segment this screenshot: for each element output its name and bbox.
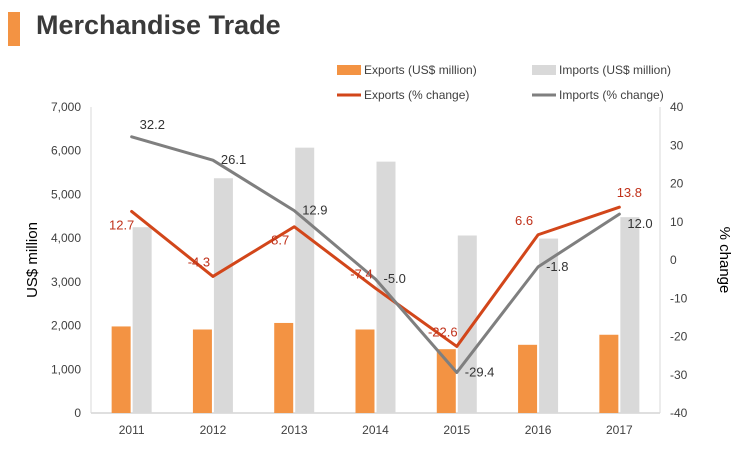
y-tick-label-left: 3,000 — [51, 275, 81, 289]
x-tick-label: 2014 — [362, 423, 389, 437]
chart-title: Merchandise Trade — [36, 10, 281, 40]
imports-bar — [620, 217, 640, 413]
exports-bar — [111, 326, 131, 413]
y-tick-label-left: 0 — [74, 406, 81, 420]
y-tick-label-left: 7,000 — [51, 100, 81, 114]
legend-label: Exports (% change) — [364, 88, 469, 102]
y-axis-title-left: US$ million — [24, 222, 41, 298]
exports-bar — [192, 329, 212, 413]
exports-bar — [274, 322, 294, 413]
title-accent-bar — [8, 12, 20, 46]
exports-change-label: -22.6 — [428, 324, 458, 339]
y-tick-label-left: 4,000 — [51, 231, 81, 245]
legend-label: Imports (US$ million) — [559, 63, 671, 77]
y-tick-label-right: 30 — [670, 138, 684, 152]
imports-bar — [376, 161, 396, 413]
y-tick-label-left: 6,000 — [51, 144, 81, 158]
y-tick-label-left: 1,000 — [51, 362, 81, 376]
legend-label: Exports (US$ million) — [364, 63, 477, 77]
y-tick-label-right: 40 — [670, 100, 684, 114]
x-tick-label: 2013 — [281, 423, 308, 437]
exports-change-label: 12.7 — [109, 217, 134, 232]
imports-bar — [132, 227, 152, 413]
x-tick-label: 2011 — [119, 423, 145, 437]
imports-bar — [213, 178, 233, 413]
imports-bar — [539, 238, 559, 413]
x-tick-label: 2012 — [200, 423, 227, 437]
imports-change-label: 12.9 — [302, 203, 327, 218]
exports-change-label: 13.8 — [617, 185, 642, 200]
x-tick-label: 2017 — [606, 423, 633, 437]
y-tick-label-right: 10 — [670, 215, 684, 229]
imports-change-label: 32.2 — [140, 117, 165, 132]
imports-change-label: -1.8 — [546, 259, 568, 274]
y-tick-label-right: -40 — [670, 406, 688, 420]
y-tick-label-right: 20 — [670, 177, 684, 191]
x-tick-label: 2016 — [525, 423, 552, 437]
exports-change-label: -4.3 — [188, 254, 210, 269]
y-tick-label-right: -20 — [670, 330, 688, 344]
y-tick-label-left: 2,000 — [51, 319, 81, 333]
imports-change-label: 12.0 — [627, 216, 652, 231]
exports-change-label: 8.7 — [271, 233, 289, 248]
bar-series — [111, 147, 640, 413]
imports-bar — [295, 147, 315, 413]
imports-change-line — [130, 135, 621, 374]
legend-swatch — [337, 65, 361, 75]
y-tick-label-right: -10 — [670, 291, 688, 305]
imports-change-label: -29.4 — [465, 364, 495, 379]
exports-change-label: -7.4 — [350, 266, 372, 281]
y-axis-title-right: % change — [716, 227, 733, 294]
imports-change-label: -5.0 — [384, 271, 406, 286]
data-labels: 12.7 -4.3 8.7 -7.4 -22.6 6.6 13.8 32.2 26.1 12.9 -… — [109, 117, 653, 380]
imports-bar — [457, 235, 477, 413]
chart-legend: Exports (US$ million) Imports (US$ millio… — [337, 63, 671, 102]
exports-change-label: 6.6 — [515, 213, 533, 228]
y-tick-label-right: -30 — [670, 368, 688, 382]
legend-swatch — [532, 65, 556, 75]
legend-label: Imports (% change) — [559, 88, 664, 102]
y-tick-label-right: 0 — [670, 253, 677, 267]
x-tick-label: 2015 — [443, 423, 470, 437]
exports-bar — [599, 334, 619, 413]
line-series — [130, 135, 621, 374]
exports-bar — [518, 344, 538, 413]
y-tick-label-left: 5,000 — [51, 187, 81, 201]
exports-change-line — [130, 205, 621, 348]
imports-change-label: 26.1 — [221, 152, 246, 167]
exports-bar — [355, 329, 375, 413]
chart-axes: 0 1,000 2,000 3,000 4,000 5,000 6,000 7,000 -40 -… — [24, 100, 733, 437]
